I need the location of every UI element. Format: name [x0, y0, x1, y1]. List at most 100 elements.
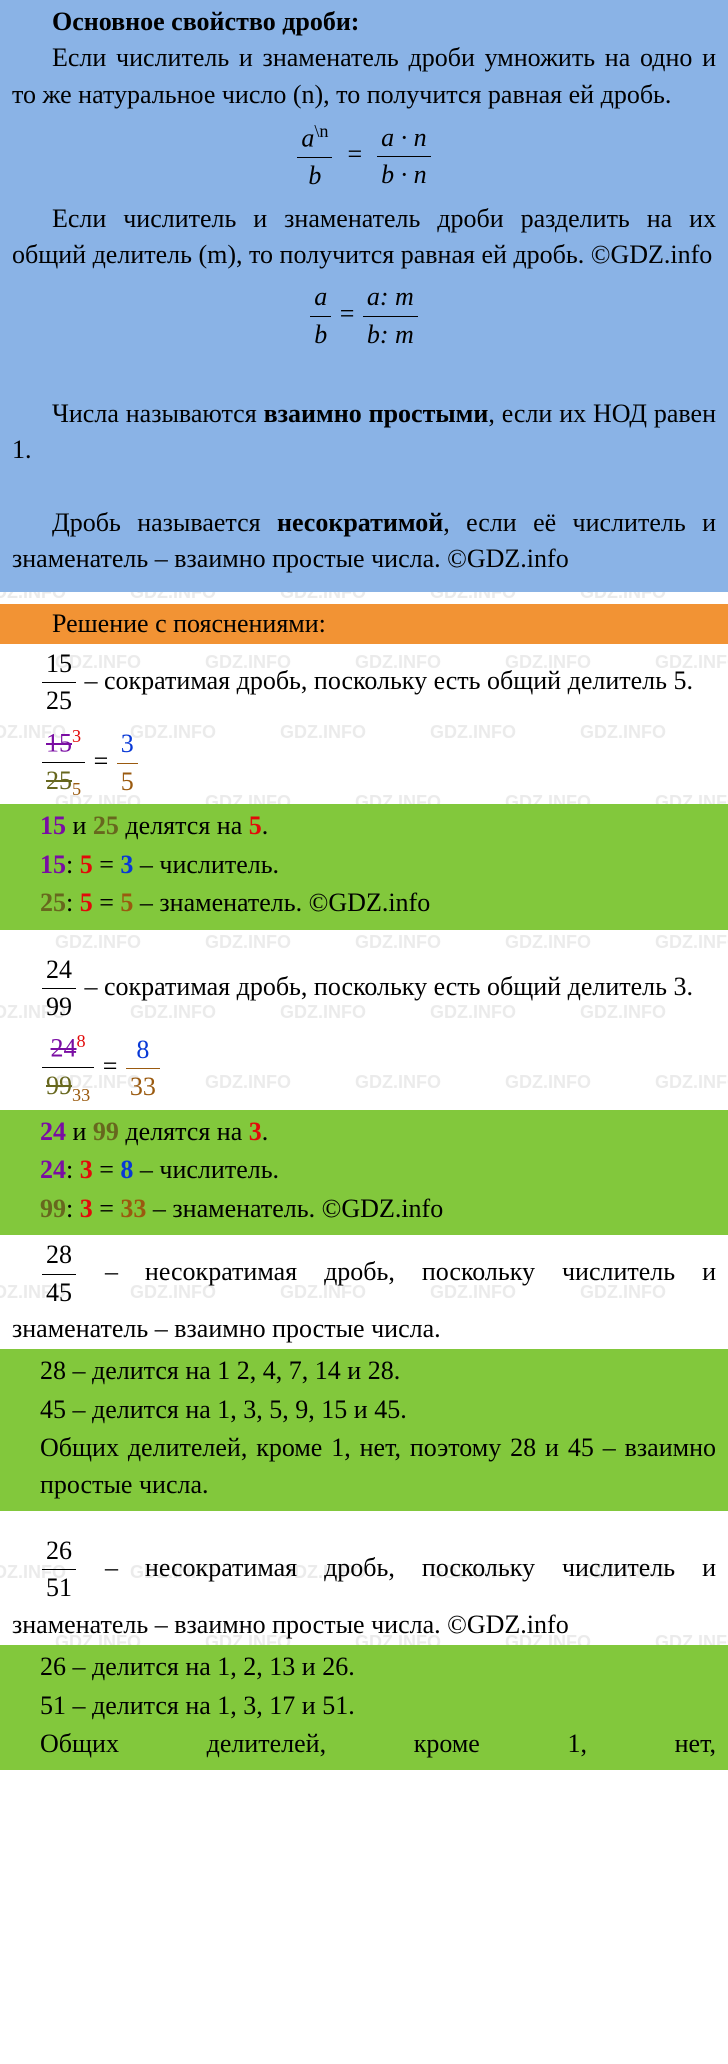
theory-p4: Дробь называется несократимой, если её ч…	[12, 505, 716, 578]
ex2g3f: – знаменатель. ©GDZ.info	[146, 1194, 443, 1223]
ex2g2a: 24	[40, 1155, 66, 1184]
ex1-r-numstrike: 15	[46, 728, 72, 757]
ex2g2c: 3	[80, 1155, 93, 1184]
eq2-left-den: b	[314, 320, 327, 349]
ex2-explain: 24 и 99 делятся на 3. 24: 3 = 8 – числит…	[0, 1110, 728, 1235]
ex1-num: 15	[42, 646, 76, 682]
ex1g1b: и	[66, 811, 93, 840]
ex1g3c: 5	[80, 888, 93, 917]
ex1-reduce-right: 3 5	[117, 726, 138, 800]
ex2g3a: 99	[40, 1194, 66, 1223]
ex2g3d: =	[93, 1194, 121, 1223]
ex1-statement: 15 25 – сократимая дробь, поскольку есть…	[0, 644, 728, 722]
p4a: Дробь называется	[52, 508, 277, 537]
document-content: Основное свойство дроби: Если числитель …	[0, 0, 728, 1770]
ex4-num: 26	[42, 1533, 76, 1569]
ex1g2c: 5	[80, 850, 93, 879]
ex1g1e: 5	[249, 811, 262, 840]
ex2-num: 24	[42, 952, 76, 988]
eq1-right: a · n b · n	[377, 120, 431, 194]
eq2-left: a b	[310, 279, 331, 353]
ex4-statement: 26 51 – несократимая дробь, поскольку чи…	[0, 1531, 728, 1645]
ex2g2f: – числитель.	[133, 1155, 279, 1184]
ex1-g-l2: 15: 5 = 3 – числитель.	[40, 847, 716, 883]
ex2g1f: .	[262, 1117, 269, 1146]
eq1-left-sup: \n	[314, 121, 328, 141]
ex1-r-resnum: 3	[117, 726, 138, 762]
ex1-reduce: 153 255 = 3 5	[0, 722, 728, 805]
ex4-g-l1: 26 – делится на 1, 2, 13 и 26.	[40, 1649, 716, 1685]
theory-p2: Если числитель и знаменатель дроби разде…	[12, 201, 716, 274]
ex4-text: – несократимая дробь, поскольку числител…	[12, 1553, 716, 1639]
spacer	[0, 592, 728, 604]
eq2-right-num: a: m	[367, 282, 414, 311]
equation-2: a b = a: m b: m	[12, 279, 716, 353]
ex1g3e: 5	[120, 888, 133, 917]
ex1-r-numsup: 3	[72, 726, 81, 746]
ex2-text: – сократимая дробь, поскольку есть общий…	[78, 971, 693, 1000]
ex3-g-l3: Общих делителей, кроме 1, нет, поэтому 2…	[12, 1430, 716, 1503]
ex3-text: – несократимая дробь, поскольку числител…	[12, 1257, 716, 1343]
p3a-real: Числа называются	[52, 399, 264, 428]
ex3-den: 45	[42, 1274, 76, 1311]
ex3-g-l1: 28 – делится на 1 2, 4, 7, 14 и 28.	[40, 1353, 716, 1389]
ex2-den: 99	[42, 988, 76, 1025]
solution-header: Решение с пояснениями:	[0, 604, 728, 644]
ex2-statement: 24 99 – сократимая дробь, поскольку есть…	[0, 950, 728, 1028]
ex2g1c: 99	[93, 1117, 119, 1146]
ex2g2e: 8	[120, 1155, 133, 1184]
theory-box: Основное свойство дроби: Если числитель …	[0, 0, 728, 592]
ex2g3b: :	[66, 1194, 80, 1223]
ex2-r-densub: 33	[72, 1085, 90, 1105]
ex2-reduce-right: 8 33	[126, 1032, 160, 1106]
p3b-real: взаимно простыми	[264, 399, 489, 428]
equation-1: a\n b = a · n b · n	[12, 119, 716, 194]
ex2-r-numstrike: 24	[51, 1034, 77, 1063]
spacer	[0, 930, 728, 950]
ex2-g-l2: 24: 3 = 8 – числитель.	[40, 1152, 716, 1188]
spacer	[0, 1511, 728, 1531]
ex2g3c: 3	[80, 1194, 93, 1223]
ex1-frac: 15 25	[42, 646, 76, 720]
ex4-g-l3: Общих делителей, кроме 1, нет,	[40, 1726, 716, 1762]
ex1g3f: – знаменатель. ©GDZ.info	[133, 888, 430, 917]
theory-title: Основное свойство дроби:	[12, 4, 716, 40]
ex1g2d: =	[93, 850, 121, 879]
eq2-right-den: b: m	[367, 320, 414, 349]
eq1-right-den: b · n	[381, 160, 427, 189]
ex1-r-densub: 5	[72, 779, 81, 799]
eq1-left-den: b	[308, 161, 321, 190]
ex2g1e: 3	[249, 1117, 262, 1146]
ex2-r-resden: 33	[126, 1068, 160, 1105]
ex2-reduce: 248 9933 = 8 33	[0, 1027, 728, 1110]
ex1-den: 25	[42, 682, 76, 719]
ex1g2a: 15	[40, 850, 66, 879]
ex4-frac: 26 51	[42, 1533, 76, 1607]
ex1g1d: делятся на	[119, 811, 249, 840]
ex1-reduce-left: 153 255	[42, 724, 85, 803]
ex1-g-l1: 15 и 25 делятся на 5.	[40, 808, 716, 844]
eq1-left: a\n b	[297, 119, 332, 194]
ex1-g-l3: 25: 5 = 5 – знаменатель. ©GDZ.info	[40, 885, 716, 921]
theory-p1: Если числитель и знаменатель дроби умнож…	[12, 40, 716, 113]
ex2-r-denstrike: 99	[46, 1071, 72, 1100]
solution-header-text: Решение с пояснениями:	[12, 606, 716, 642]
theory-p3-real: Числа называются взаимно простыми, если …	[12, 396, 716, 469]
ex2-frac: 24 99	[42, 952, 76, 1026]
ex2-r-resnum: 8	[126, 1032, 160, 1068]
ex1-r-resden: 5	[117, 763, 138, 800]
ex3-g-l2: 45 – делится на 1, 3, 5, 9, 15 и 45.	[40, 1392, 716, 1428]
ex3-frac: 28 45	[42, 1237, 76, 1311]
ex1-r-denstrike: 25	[46, 766, 72, 795]
eq2-right: a: m b: m	[363, 279, 418, 353]
ex4-g-l2: 51 – делится на 1, 3, 17 и 51.	[40, 1688, 716, 1724]
ex2g1b: и	[66, 1117, 93, 1146]
eq1-right-num: a · n	[381, 123, 427, 152]
ex2g2d: =	[93, 1155, 121, 1184]
eq2-left-num: a	[314, 282, 327, 311]
ex2-reduce-left: 248 9933	[42, 1029, 94, 1108]
ex1-explain: 15 и 25 делятся на 5. 15: 5 = 3 – числит…	[0, 804, 728, 929]
ex3-explain: 28 – делится на 1 2, 4, 7, 14 и 28. 45 –…	[0, 1349, 728, 1511]
ex2-r-numsup: 8	[77, 1031, 86, 1051]
ex1g1c: 25	[93, 811, 119, 840]
